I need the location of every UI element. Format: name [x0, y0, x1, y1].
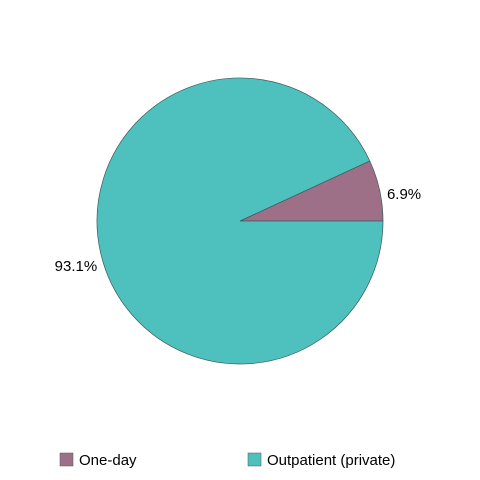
legend-swatch [247, 452, 262, 467]
data-label: 6.9% [387, 186, 421, 203]
data-label: 93.1% [55, 258, 98, 275]
pie-slice [96, 77, 384, 365]
legend-swatch [59, 452, 74, 467]
legend-label: Outpatient (private) [267, 452, 395, 469]
legend-label: One-day [79, 452, 137, 469]
